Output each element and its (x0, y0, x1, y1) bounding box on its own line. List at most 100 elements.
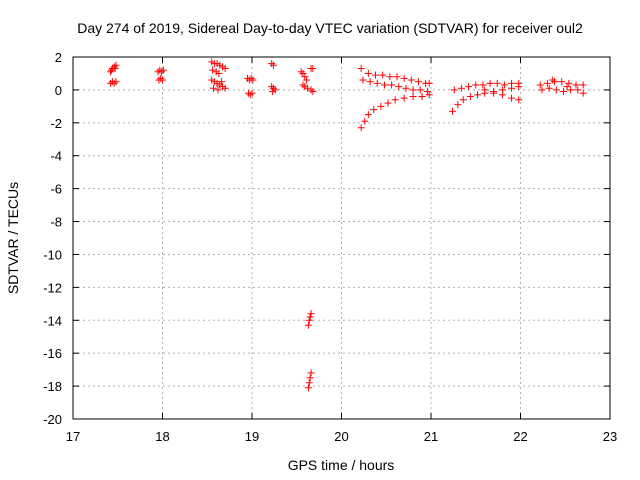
y-tick-label: -18 (43, 379, 62, 394)
y-tick-label: -20 (43, 412, 62, 427)
y-tick-label: -2 (50, 116, 62, 131)
data-point (269, 61, 277, 69)
data-point (393, 73, 401, 81)
chart-title: Day 274 of 2019, Sidereal Day-to-day VTE… (77, 20, 583, 36)
y-tick-label: -10 (43, 247, 62, 262)
data-point (159, 66, 167, 74)
data-point (493, 79, 501, 87)
data-point (416, 86, 424, 94)
y-tick-label: -14 (43, 313, 62, 328)
data-point (425, 91, 433, 99)
data-point (395, 83, 403, 91)
data-point (214, 86, 222, 94)
data-point (107, 68, 115, 76)
data-point (364, 69, 372, 77)
data-point (304, 321, 312, 329)
data-point (215, 69, 223, 77)
data-point (247, 74, 255, 82)
data-point (112, 61, 120, 69)
y-axis-label: SDTVAR / TECUs (5, 182, 21, 294)
y-tick-label: 0 (55, 83, 62, 98)
data-point (249, 76, 257, 84)
plot-frame (72, 56, 611, 420)
data-point (111, 65, 119, 73)
data-point (558, 78, 566, 86)
data-point (450, 86, 458, 94)
data-point (538, 86, 546, 94)
data-point (307, 86, 315, 94)
data-point (306, 313, 314, 321)
data-point (388, 81, 396, 89)
data-point (465, 83, 473, 91)
data-point (158, 68, 166, 76)
data-point (107, 66, 115, 74)
data-point (373, 79, 381, 87)
y-tick-label: -6 (50, 182, 62, 197)
data-point (481, 86, 489, 94)
data-point (400, 94, 408, 102)
data-point (466, 92, 474, 100)
x-tick-label: 23 (603, 429, 617, 444)
labels-layer: 17 18 19 20 21 22 2320-2-4-6-8-10-12-14-16-18-… (43, 50, 617, 444)
data-point (364, 111, 372, 119)
data-point (297, 68, 305, 76)
data-point (508, 94, 516, 102)
data-point (386, 73, 394, 81)
x-axis-label: GPS time / hours (288, 457, 395, 473)
data-point (209, 66, 217, 74)
x-tick-label: 21 (424, 429, 438, 444)
data-point (486, 79, 494, 87)
data-point (551, 78, 559, 86)
data-point (574, 86, 582, 94)
x-tick-label: 17 (66, 429, 80, 444)
data-point (303, 76, 311, 84)
data-point (391, 96, 399, 104)
data-point (157, 74, 165, 82)
x-tick-label: 18 (155, 429, 169, 444)
data-point (425, 79, 433, 87)
points-layer (107, 58, 587, 392)
data-point (246, 91, 254, 99)
data-point (307, 369, 315, 377)
data-point (572, 81, 580, 89)
data-point (359, 76, 367, 84)
data-point (361, 117, 369, 125)
data-point (370, 106, 378, 114)
grid-layer (73, 57, 610, 419)
data-point (454, 101, 462, 109)
data-point (377, 102, 385, 110)
data-point (221, 65, 229, 73)
data-point (379, 71, 387, 79)
data-point (474, 91, 482, 99)
data-point (459, 96, 467, 104)
data-point (536, 81, 544, 89)
data-point (457, 84, 465, 92)
data-point (409, 92, 417, 100)
data-point (549, 76, 557, 84)
data-point (269, 84, 277, 92)
data-point (299, 69, 307, 77)
x-tick-label: 20 (334, 429, 348, 444)
y-tick-label: 2 (55, 50, 62, 65)
data-point (579, 81, 587, 89)
data-point (248, 89, 256, 97)
y-tick-label: -8 (50, 215, 62, 230)
data-point (357, 65, 365, 73)
data-point (307, 310, 315, 318)
data-point (490, 89, 498, 97)
data-point (479, 81, 487, 89)
data-point (304, 384, 312, 392)
data-point (269, 88, 277, 96)
data-point (448, 107, 456, 115)
data-point (579, 89, 587, 97)
data-point (402, 84, 410, 92)
data-point (305, 316, 313, 324)
data-point (409, 86, 417, 94)
data-point (309, 65, 317, 73)
data-point (567, 86, 575, 94)
data-point (301, 73, 309, 81)
data-point (268, 60, 276, 68)
data-point (559, 88, 567, 96)
data-point (309, 88, 317, 96)
